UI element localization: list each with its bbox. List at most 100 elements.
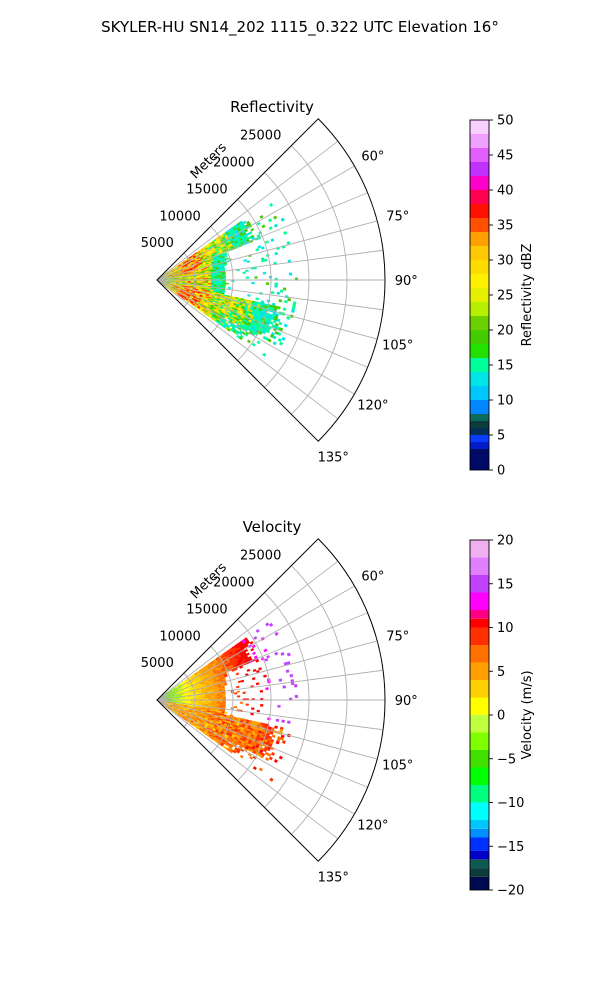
echo-cell xyxy=(226,283,229,285)
colorbar-swatch xyxy=(470,232,489,246)
echo-cell xyxy=(269,623,273,627)
echo-cell xyxy=(211,278,214,279)
colorbar-swatch xyxy=(470,733,489,751)
echo-cell xyxy=(291,309,294,312)
colorbar-swatch xyxy=(470,316,489,330)
echo-cell xyxy=(251,713,254,715)
azimuth-tick-label: 105° xyxy=(382,759,413,774)
colorbar-swatch xyxy=(470,120,489,134)
echo-cell xyxy=(269,757,273,761)
colorbar-swatch xyxy=(470,260,489,274)
echo-cell xyxy=(251,708,254,710)
echo-cell xyxy=(243,692,246,694)
echo-cell xyxy=(252,343,256,347)
echo-cell xyxy=(274,759,278,763)
echo-cell xyxy=(237,691,240,693)
echo-cell xyxy=(255,277,258,279)
velocity-echo-field xyxy=(159,623,298,782)
echo-cell xyxy=(272,735,276,738)
colorbar-swatch xyxy=(470,593,489,611)
range-tick-label: 15000 xyxy=(186,182,227,197)
range-tick-label: 5000 xyxy=(141,656,174,671)
echo-cell xyxy=(282,337,286,341)
echo-cell xyxy=(251,648,255,651)
echo-cell xyxy=(282,720,285,723)
echo-cell xyxy=(276,719,279,722)
figure-title: SKYLER-HU SN14_202 1115_0.322 UTC Elevat… xyxy=(101,18,499,37)
colorbar-swatch xyxy=(470,785,489,803)
echo-cell xyxy=(274,224,278,228)
echo-cell xyxy=(220,698,223,699)
echo-cell xyxy=(277,292,280,295)
colorbar-swatch xyxy=(470,274,489,288)
colorbar-swatch xyxy=(470,218,489,232)
echo-cell xyxy=(251,228,255,231)
echo-cell xyxy=(263,272,266,274)
echo-cell xyxy=(252,677,255,680)
echo-cell xyxy=(290,674,293,677)
colorbar-swatch xyxy=(470,162,489,176)
azimuth-spoke xyxy=(157,193,368,280)
echo-cell xyxy=(286,670,289,673)
reflectivity-panel: Reflectivity 500010000150002000025000Met… xyxy=(141,98,535,479)
colorbar-swatch xyxy=(470,715,489,733)
echo-cell xyxy=(240,702,243,704)
echo-cell xyxy=(283,308,286,311)
colorbar-tick-label: 50 xyxy=(497,114,514,129)
echo-cell xyxy=(273,216,277,220)
colorbar-swatch xyxy=(470,246,489,260)
colorbar-tick-label: 30 xyxy=(497,254,514,269)
colorbar-swatch xyxy=(470,344,489,358)
colorbar-swatch xyxy=(470,750,489,768)
echo-cell xyxy=(273,342,277,346)
echo-cell xyxy=(271,239,275,242)
echo-cell xyxy=(247,261,250,263)
colorbar-tick-label: 5 xyxy=(497,429,505,444)
azimuth-tick-label: 75° xyxy=(386,629,409,644)
echo-cell xyxy=(238,681,241,683)
colorbar-swatch xyxy=(470,302,489,316)
colorbar-swatch xyxy=(470,428,489,435)
echo-cell xyxy=(266,655,270,658)
echo-cell xyxy=(281,652,285,655)
echo-cell xyxy=(265,658,269,661)
echo-cell xyxy=(254,636,258,639)
echo-cell xyxy=(252,282,255,284)
echo-cell xyxy=(246,277,249,279)
echo-cell xyxy=(224,712,227,714)
echo-cell xyxy=(236,673,239,675)
echo-cell xyxy=(247,340,251,343)
echo-cell xyxy=(252,652,256,655)
colorbar-tick-label: 0 xyxy=(497,464,505,479)
echo-cell xyxy=(278,705,281,707)
colorbar-tick-label: 15 xyxy=(497,577,514,592)
echo-cell xyxy=(284,324,288,327)
colorbar-swatch xyxy=(470,868,489,877)
echo-cell xyxy=(228,287,231,289)
echo-cell xyxy=(220,278,223,279)
colorbar-swatch xyxy=(470,829,489,838)
range-tick-label: 10000 xyxy=(159,629,200,644)
echo-cell xyxy=(246,704,249,706)
colorbar-swatch xyxy=(470,400,489,414)
echo-cell xyxy=(295,695,298,698)
colorbar-swatch xyxy=(470,442,489,449)
colorbar-tick-label: 40 xyxy=(497,184,514,199)
echo-cell xyxy=(277,319,281,322)
colorbar-label: Velocity (m/s) xyxy=(520,670,535,759)
echo-cell xyxy=(265,757,269,761)
echo-cell xyxy=(240,755,244,758)
echo-cell xyxy=(256,248,259,251)
echo-cell xyxy=(279,299,282,302)
echo-cell xyxy=(253,766,257,770)
echo-cell xyxy=(256,629,260,633)
azimuth-spoke xyxy=(157,221,377,280)
reflectivity-title: Reflectivity xyxy=(230,98,314,116)
colorbar-tick-label: −10 xyxy=(497,796,524,811)
colorbar-swatch xyxy=(470,358,489,372)
azimuth-tick-label: 135° xyxy=(318,870,349,885)
colorbar-tick-label: −20 xyxy=(497,884,524,899)
echo-cell xyxy=(250,756,254,759)
colorbar-swatch xyxy=(470,421,489,428)
